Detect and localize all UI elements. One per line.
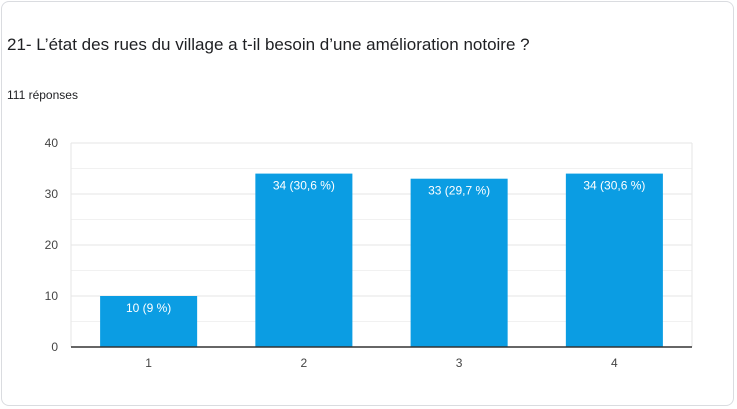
y-tick-label: 40 (45, 136, 59, 150)
x-axis-ticks: 1 2 3 4 (145, 356, 618, 370)
response-count: 111 réponses (7, 88, 78, 102)
bars: 10 (9 %) 34 (30,6 %) 33 (29,7 %) 34 (30,6 %… (100, 173, 663, 347)
bar-data-label: 34 (30,6 %) (583, 179, 645, 193)
x-tick-label: 3 (456, 356, 463, 370)
bar (255, 173, 353, 347)
x-tick-label: 2 (301, 356, 308, 370)
question-title: 21- L’état des rues du village a t-il be… (7, 35, 530, 54)
bar (100, 296, 198, 347)
bar (410, 178, 508, 347)
bar-data-label: 33 (29,7 %) (428, 184, 490, 198)
y-tick-label: 20 (45, 238, 59, 252)
bar (565, 173, 663, 347)
y-tick-label: 10 (45, 289, 59, 303)
x-tick-label: 1 (145, 356, 152, 370)
y-axis-ticks: 0 10 20 30 40 (45, 136, 59, 354)
bar-data-label: 10 (9 %) (126, 301, 171, 315)
y-tick-label: 30 (45, 187, 59, 201)
x-tick-label: 4 (611, 356, 618, 370)
bar-data-label: 34 (30,6 %) (273, 179, 335, 193)
y-tick-label: 0 (51, 340, 58, 354)
